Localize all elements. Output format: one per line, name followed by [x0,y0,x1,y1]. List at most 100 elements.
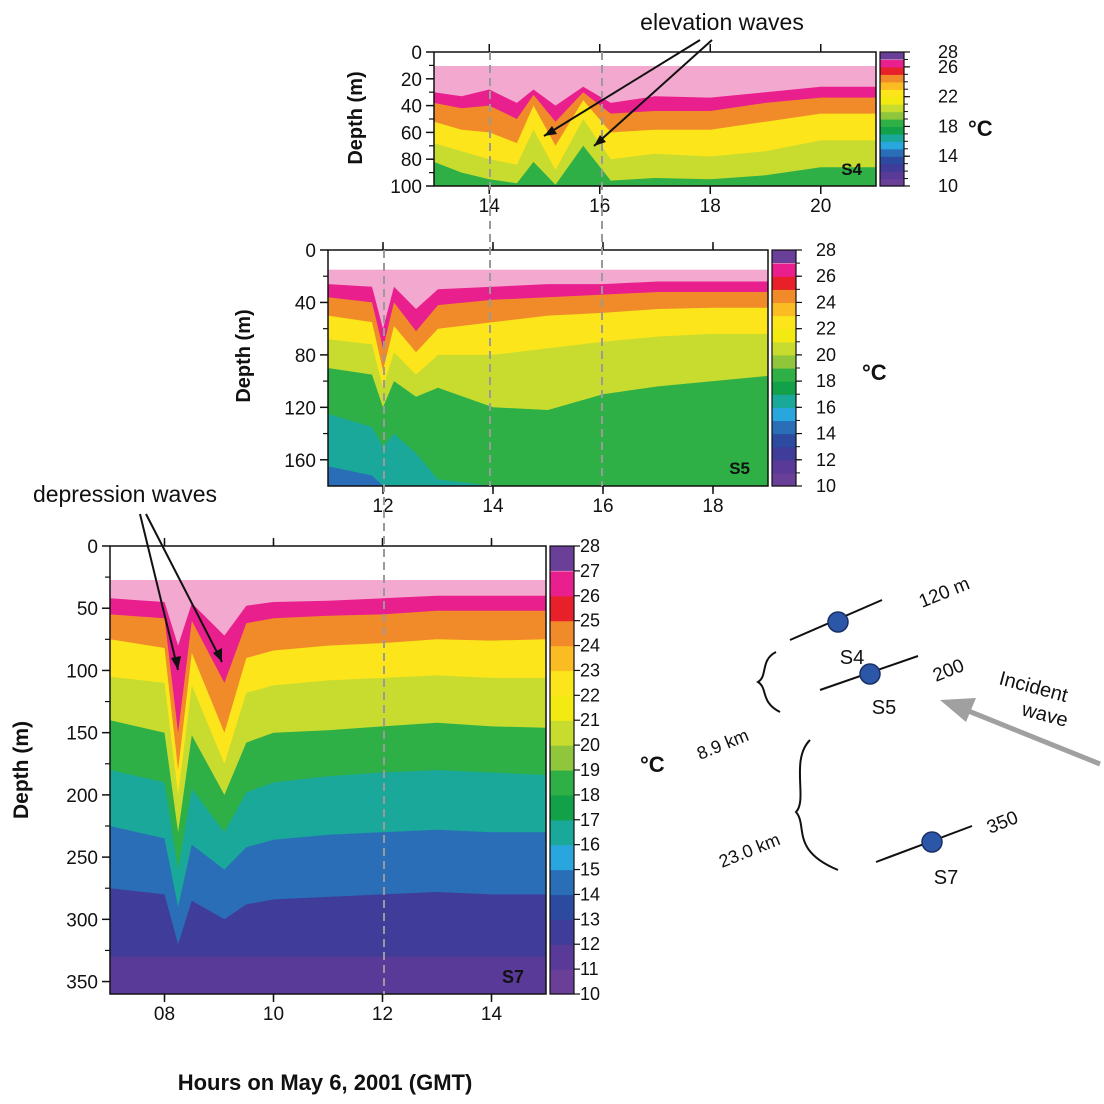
s7-ylabel: Depth (m) [10,721,33,819]
colorbar-swatch [880,89,904,98]
colorbar-swatch [550,919,574,945]
s7-station-label: S7 [502,967,524,987]
colorbar-tick-label: 10 [580,984,600,1004]
colorbar-tick-label: 24 [816,292,836,312]
elevation-arrowhead-1 [544,126,557,136]
panel-s4: 14 16 18 20 0 20 40 60 80 100 Depth (m) S4 10 14 18… [345,42,993,217]
colorbar-swatch [880,156,904,165]
colorbar-swatch [772,263,796,277]
s5-map-depth: 200 [930,655,967,686]
y-tick-label: 20 [401,70,422,91]
s4-station-label: S4 [841,160,862,179]
s7-marker [921,831,943,853]
colorbar-tick-label: 28 [938,42,958,62]
s4-axes: 14 16 18 20 0 20 40 60 80 100 [390,43,831,217]
colorbar-swatch [550,670,574,696]
x-tick-label: 16 [592,496,613,517]
colorbar-swatch [772,328,796,343]
colorbar-swatch [550,794,574,821]
s7-colorbar: 10 11 12 13 14 15 16 17 18 19 20 21 22 23 24 25 26 27 28 [549,536,600,1004]
isotherm-band-18 [328,368,768,486]
colorbar-tick-label: 22 [938,87,958,107]
isotherm-band-20 [434,119,876,186]
colorbar-tick-label: 16 [816,397,836,417]
colorbar-swatch [772,341,796,356]
colorbar-tick-label: 11 [580,959,599,979]
x-tick-label: 16 [589,196,610,217]
s5-marker [859,663,881,685]
s5-map-name: S5 [872,697,896,719]
station-map: S4 120 m S5 200 S7 350 8.9 km 23.0 km In… [694,573,1101,889]
y-tick-label: 200 [66,786,98,807]
colorbar-swatch [772,394,796,408]
colorbar-swatch [772,407,796,422]
incident-wave-label: Incident wave [990,668,1076,732]
brace-s4-s5 [756,651,781,713]
s4-colorbar-unit: °C [968,116,993,141]
colorbar-tick-label: 15 [580,860,600,880]
s5-ylabel: Depth (m) [233,309,255,402]
time-guide-lines [383,52,603,994]
colorbar-swatch [880,59,904,68]
s4-map-name: S4 [840,647,864,669]
colorbar-tick-label: 18 [580,785,600,805]
colorbar-swatch [550,745,574,771]
colorbar-swatch-top [550,546,574,571]
colorbar-swatch [550,570,574,597]
s7-map-name: S7 [934,867,958,889]
colorbar-tick-label: 23 [580,660,600,680]
colorbar-swatch [880,104,904,113]
colorbar-tick-label: 18 [816,371,836,391]
s4-map-depth: 120 m [916,573,973,612]
x-tick-label: 18 [700,196,721,217]
s5-temperature-field [328,264,768,486]
x-tick-label: 08 [154,1004,175,1025]
colorbar-swatch [550,695,574,721]
depression-waves-label: depression waves [33,481,217,507]
colorbar-swatch [772,446,796,461]
x-tick-label: 10 [263,1004,284,1025]
colorbar-swatch [880,163,904,172]
s4-marker [827,611,849,633]
s7-frame [109,545,547,995]
colorbar-swatch [880,74,904,83]
colorbar-swatch [550,869,574,896]
colorbar-swatch [772,368,796,382]
depression-arrow-1 [139,513,179,671]
isotherm-band-14 [328,466,768,486]
colorbar-swatch [772,420,796,435]
s4-ylabel: Depth (m) [345,71,367,164]
depression-arrowhead-1 [171,656,181,670]
colorbar-swatch [550,969,574,995]
colorbar-tick-label: 26 [938,57,958,77]
colorbar-swatch [772,472,796,487]
colorbar-swatch [550,819,574,846]
colorbar-tick-label: 26 [580,586,600,606]
y-tick-label: 350 [66,973,98,994]
colorbar-tick-label: 12 [580,934,600,954]
incident-wave-arrowhead [940,698,976,722]
colorbar-swatch-top [772,250,796,264]
no-data-band [328,264,768,270]
colorbar-tick-label: 10 [938,176,958,196]
s7-temperature-field [110,580,546,994]
colorbar-tick-label: 16 [580,835,600,855]
colorbar-swatch [880,126,904,135]
x-tick-label: 14 [479,196,501,217]
colorbar-swatch [772,315,796,330]
colorbar-swatch [772,354,796,369]
colorbar-tick-label: 14 [580,884,600,904]
s5-colorbar: 10 12 14 16 18 20 22 24 26 28 [771,240,836,496]
elevation-waves-label: elevation waves [640,9,804,35]
depression-waves-annotation: depression waves [33,481,223,671]
colorbar-tick-label: 24 [580,636,600,656]
y-tick-label: 40 [401,97,422,118]
isotherm-band-18 [434,145,876,186]
s4-temperature-field [434,66,876,186]
colorbar-tick-label: 20 [816,345,836,365]
y-tick-label: 120 [284,398,316,419]
colorbar-tick-label: 12 [816,450,836,470]
x-tick-label: 12 [372,496,393,517]
